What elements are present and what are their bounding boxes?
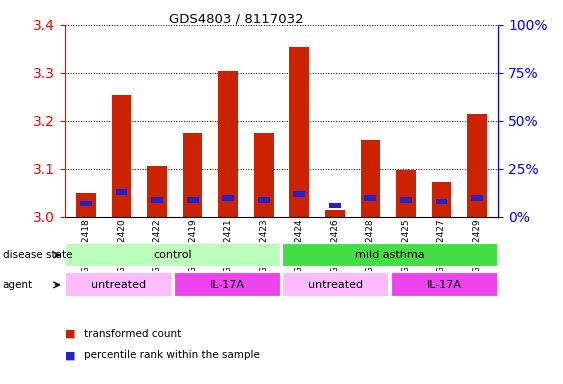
Bar	[282, 243, 498, 267]
Text: ■: ■	[65, 329, 75, 339]
Text: agent: agent	[3, 280, 33, 290]
Bar	[360, 140, 380, 217]
Bar	[436, 199, 447, 205]
Bar	[222, 195, 234, 201]
Bar	[364, 195, 376, 201]
Text: control: control	[154, 250, 193, 260]
Text: IL-17A: IL-17A	[427, 280, 462, 290]
Bar	[467, 114, 486, 217]
Text: untreated: untreated	[91, 280, 146, 290]
Bar	[174, 273, 281, 297]
Bar	[325, 210, 345, 217]
Text: ■: ■	[65, 350, 75, 360]
Text: transformed count: transformed count	[84, 329, 182, 339]
Bar	[329, 202, 341, 208]
Bar	[187, 197, 199, 202]
Bar	[65, 273, 172, 297]
Text: untreated: untreated	[308, 280, 363, 290]
Bar	[116, 189, 127, 195]
Bar	[258, 197, 270, 202]
Bar	[400, 197, 412, 202]
Bar	[432, 182, 451, 217]
Bar	[471, 195, 483, 201]
Bar	[218, 71, 238, 217]
Bar	[391, 273, 498, 297]
Bar	[80, 201, 92, 207]
Text: disease state: disease state	[3, 250, 72, 260]
Text: percentile rank within the sample: percentile rank within the sample	[84, 350, 260, 360]
Bar	[282, 273, 389, 297]
Bar	[151, 197, 163, 202]
Bar	[293, 191, 305, 197]
Bar	[396, 170, 415, 217]
Bar	[183, 133, 203, 217]
Text: GDS4803 / 8117032: GDS4803 / 8117032	[169, 12, 304, 25]
Bar	[77, 193, 96, 217]
Bar	[112, 94, 131, 217]
Bar	[148, 166, 167, 217]
Bar	[289, 46, 309, 217]
Text: IL-17A: IL-17A	[210, 280, 245, 290]
Bar	[65, 243, 281, 267]
Text: mild asthma: mild asthma	[355, 250, 425, 260]
Bar	[254, 133, 274, 217]
